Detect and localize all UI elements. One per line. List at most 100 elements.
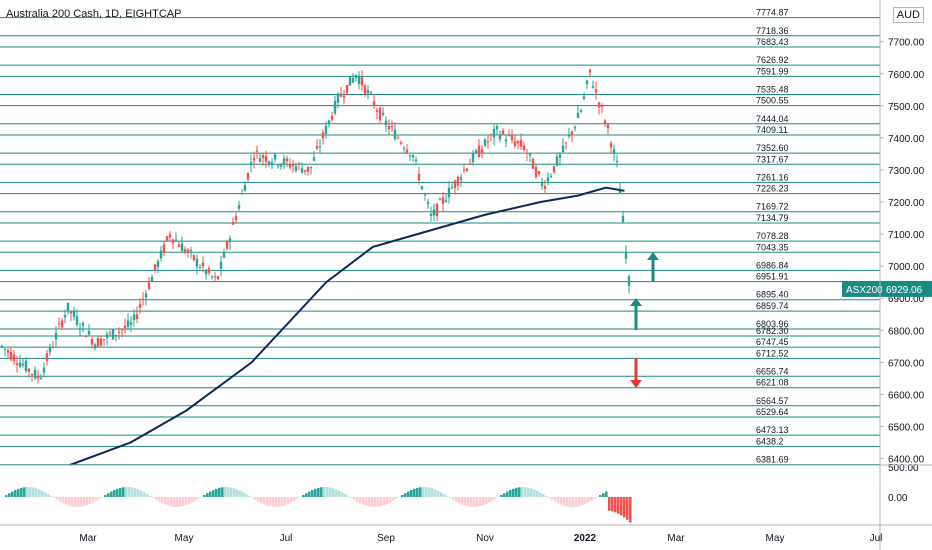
candle-body xyxy=(24,360,28,372)
oscillator-bar xyxy=(518,487,521,497)
price-tick-label: 7600.00 xyxy=(888,70,925,81)
candle-body xyxy=(282,158,286,165)
candle-body xyxy=(27,368,31,372)
oscillator-bar xyxy=(77,497,80,507)
oscillator-bar xyxy=(458,497,461,504)
oscillator-bar xyxy=(629,497,632,523)
candle-body xyxy=(243,185,247,192)
candle-body xyxy=(552,166,556,173)
currency-button[interactable]: AUD xyxy=(892,7,924,23)
oscillator-bar xyxy=(146,494,149,497)
oscillator-bar xyxy=(95,497,98,501)
price-tick-label: 7500.00 xyxy=(888,102,925,113)
oscillator-bar xyxy=(71,497,74,507)
oscillator-bar xyxy=(269,497,272,507)
candle-body xyxy=(81,322,85,326)
candle-body xyxy=(183,249,187,253)
oscillator-bar xyxy=(428,487,431,497)
oscillator-bar xyxy=(371,497,374,507)
candle-body xyxy=(381,112,385,115)
candle-body xyxy=(570,131,574,136)
ma-line xyxy=(69,186,625,466)
candle-body xyxy=(627,276,631,287)
candle-body xyxy=(177,244,181,247)
candle-body xyxy=(504,139,508,142)
price-axis: 7700.00 7600.00 7500.00 7400.00 7300.00 7200.… xyxy=(842,38,932,466)
candle-body xyxy=(558,154,562,158)
oscillator-bar xyxy=(32,487,35,497)
oscillator-bar xyxy=(560,497,563,505)
oscillator-bar xyxy=(47,494,50,497)
oscillator-bar xyxy=(131,487,134,497)
candle-body xyxy=(414,159,418,162)
candle-body xyxy=(519,139,523,147)
level-label: 6381.69 xyxy=(756,454,789,464)
candle-body xyxy=(618,190,622,195)
oscillator-bar xyxy=(167,497,170,506)
moving-average xyxy=(69,186,625,466)
candle-body xyxy=(294,166,298,171)
oscillator-bar xyxy=(161,497,164,504)
chart-title: Australia 200 Cash, 1D, EIGHTCAP xyxy=(6,8,182,20)
oscillator-bar xyxy=(35,488,38,497)
candle-body xyxy=(540,181,544,186)
oscillator-bar xyxy=(452,497,455,500)
candle-body xyxy=(591,86,595,88)
oscillator-bar xyxy=(407,491,410,497)
candle-body xyxy=(291,163,295,166)
candle-body xyxy=(279,163,283,167)
oscillator-bar xyxy=(494,497,497,499)
oscillator-bar xyxy=(65,497,68,505)
candle-body xyxy=(480,149,484,154)
candle-body xyxy=(450,187,454,189)
oscillator-bar xyxy=(272,497,275,507)
price-label-symbol-box xyxy=(842,280,882,297)
level-label: 6621.08 xyxy=(756,378,789,388)
oscillator-bar xyxy=(242,492,245,497)
oscillator-bar xyxy=(362,497,365,505)
oscillator-bar xyxy=(191,497,194,503)
oscillator-bar xyxy=(602,493,605,497)
candle-body xyxy=(303,169,307,172)
candle-body xyxy=(360,77,364,86)
candle-body xyxy=(507,135,511,137)
candle-body xyxy=(219,261,223,269)
candle-body xyxy=(141,299,145,301)
oscillator-bar xyxy=(338,490,341,497)
level-label: 7317.67 xyxy=(756,154,789,164)
candle-body xyxy=(225,241,229,249)
oscillator-bar xyxy=(119,487,122,497)
candle-body xyxy=(399,142,403,144)
candle-body xyxy=(567,135,571,137)
candle-body xyxy=(348,76,352,86)
candle-body xyxy=(144,293,148,298)
oscillator-bar xyxy=(23,487,26,497)
candle-body xyxy=(57,323,61,325)
candle-body xyxy=(603,120,607,124)
candle-body xyxy=(564,142,568,144)
price-tick-label: 7200.00 xyxy=(888,198,925,209)
oscillator-bar xyxy=(599,494,602,497)
oscillator-bar xyxy=(422,487,425,497)
candle-body xyxy=(249,162,253,166)
oscillator-bar xyxy=(11,491,14,497)
oscillator-bar xyxy=(464,497,467,506)
candle-body xyxy=(168,234,172,238)
oscillator-bar xyxy=(485,497,488,504)
candle-body xyxy=(621,216,625,223)
oscillator-bar xyxy=(347,496,350,497)
level-label: 7409.11 xyxy=(756,125,788,135)
time-tick-label: Nov xyxy=(476,533,494,544)
oscillator-bar xyxy=(173,497,176,507)
level-label: 7226.23 xyxy=(756,184,789,194)
candle-body xyxy=(231,222,235,225)
oscillator-bar xyxy=(290,497,293,503)
candle-body xyxy=(312,157,316,161)
candle-body xyxy=(159,250,163,259)
candle-body xyxy=(261,154,265,159)
candle-body xyxy=(573,126,577,129)
oscillator-bar xyxy=(488,497,491,503)
oscillator-bar xyxy=(323,487,326,497)
